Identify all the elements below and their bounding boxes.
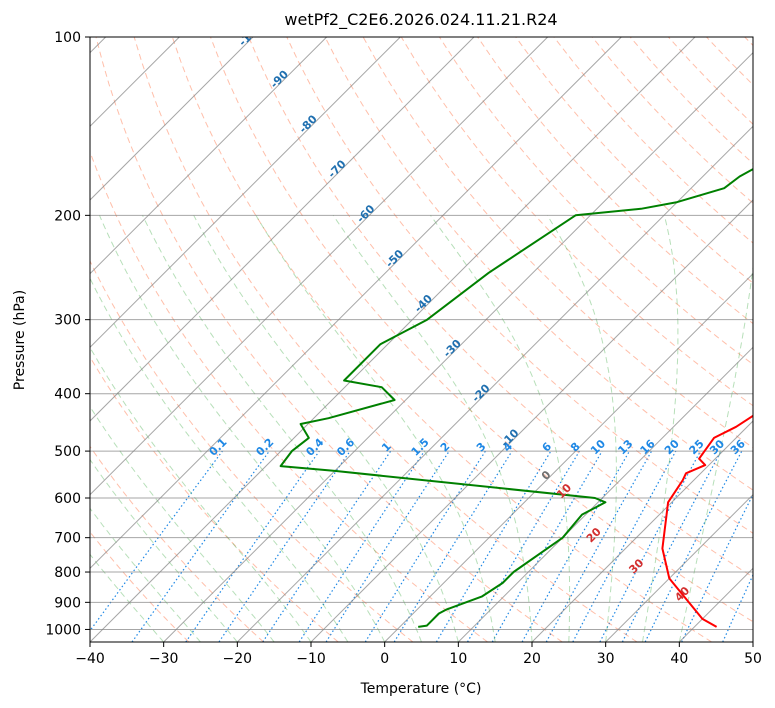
isobars	[90, 37, 753, 630]
x-tick-label: −20	[223, 651, 253, 667]
y-axis-label: Pressure (hPa)	[12, 290, 28, 390]
dewpoint-profile-line	[279, 167, 753, 628]
moist-adiabat	[430, 215, 571, 642]
mixing-ratio-line	[185, 450, 320, 642]
isotherm-line	[384, 272, 753, 642]
y-axis-ticks: 100 200 300 400 500 600 700 800 900 1000	[45, 30, 90, 638]
isotherm-line	[236, 125, 753, 642]
isotherm-line	[90, 37, 254, 201]
y-tick-label: 100	[54, 30, 81, 46]
y-tick-label: 700	[54, 531, 81, 547]
x-tick-label: −10	[296, 651, 326, 667]
y-tick-label: 900	[54, 595, 81, 611]
isotherm-line	[90, 37, 549, 496]
dry-adiabat	[133, 37, 638, 642]
x-tick-label: 40	[670, 651, 688, 667]
mixing-ratio-line	[325, 450, 450, 642]
y-tick-label: 200	[54, 208, 81, 224]
mixing-ratio-line	[545, 450, 653, 642]
isotherm-line	[90, 37, 401, 349]
moist-adiabat	[99, 215, 386, 642]
x-axis-label: Temperature (°C)	[360, 681, 482, 697]
y-tick-label: 500	[54, 444, 81, 460]
y-tick-label: 1000	[45, 622, 81, 638]
mixing-ratio-line	[218, 450, 351, 642]
mixing-ratio-line	[131, 450, 270, 642]
dry-adiabat-label: -100	[236, 20, 265, 49]
mixing-ratio-line	[90, 450, 223, 632]
mixing-ratio-line	[521, 450, 631, 642]
isotherm-line	[90, 37, 696, 642]
isotherm-line	[90, 37, 475, 422]
mixing-ratio-line	[572, 450, 677, 642]
isotherm-line	[90, 37, 328, 275]
isotherm-line	[310, 199, 753, 642]
moist-adiabat	[90, 458, 238, 642]
temperature-profile-line	[661, 414, 753, 628]
moist-adiabat	[642, 215, 679, 642]
plot-area: 0.10.20.40.611.52346810131620253036-100-…	[90, 20, 753, 642]
mixing-ratio-line	[644, 450, 743, 642]
y-tick-label: 300	[54, 313, 81, 329]
isotherm-line	[90, 37, 622, 570]
dry-adiabat	[324, 37, 753, 491]
x-tick-label: −30	[149, 651, 179, 667]
dry-adiabat	[90, 445, 264, 642]
moist-adiabat	[90, 405, 275, 642]
isotherm-line	[163, 51, 753, 642]
dry-adiabat	[90, 356, 339, 642]
profiles	[279, 167, 753, 628]
chart-title: wetPf2_C2E6.2026.024.11.21.R24	[284, 10, 557, 30]
x-tick-label: 0	[380, 651, 389, 667]
dry-adiabat	[95, 37, 563, 642]
moist-adiabat	[678, 263, 753, 642]
moist-adiabat	[332, 215, 533, 642]
y-tick-label: 400	[54, 387, 81, 403]
moist-adiabat	[90, 277, 349, 642]
dry-adiabat	[515, 37, 753, 284]
x-tick-label: 20	[523, 651, 541, 667]
plot-frame	[89, 36, 754, 643]
isotherm-line	[531, 420, 753, 642]
moist-adiabats	[90, 215, 753, 642]
mixing-ratio-line	[298, 450, 425, 642]
dry-adiabats	[90, 37, 753, 642]
dry-adiabat	[286, 37, 753, 534]
x-tick-label: −40	[75, 651, 105, 667]
dry-adiabat	[248, 37, 753, 578]
x-tick-label: 10	[449, 651, 467, 667]
x-tick-label: 30	[597, 651, 615, 667]
x-axis-ticks: −40 −30 −20 −10 0 10 20 30 40 50	[75, 642, 762, 667]
y-tick-label: 800	[54, 565, 81, 581]
y-tick-label: 600	[54, 491, 81, 507]
moist-adiabat	[90, 346, 312, 642]
mixing-ratio-lines	[90, 450, 753, 642]
moist-adiabat	[142, 215, 422, 642]
moist-adiabat	[193, 215, 459, 642]
dry-adiabat	[90, 259, 414, 642]
x-tick-label: 50	[744, 651, 762, 667]
moist-adiabat	[546, 215, 617, 642]
mixing-ratio-line	[393, 450, 513, 642]
mixing-ratio-line	[262, 450, 392, 642]
isotherm-line	[605, 493, 753, 642]
dry-adiabat	[210, 37, 753, 623]
